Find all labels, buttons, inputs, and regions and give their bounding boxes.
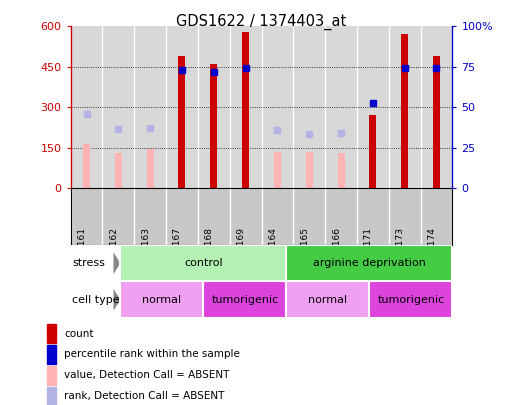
Polygon shape	[113, 252, 120, 274]
Bar	[433, 56, 440, 188]
Polygon shape	[113, 289, 120, 311]
Bar	[337, 153, 345, 188]
Bar	[287, 281, 369, 318]
Bar	[178, 56, 186, 188]
Bar	[47, 387, 56, 405]
Text: normal: normal	[309, 295, 347, 305]
Text: cell type: cell type	[72, 295, 120, 305]
Text: normal: normal	[142, 295, 181, 305]
Text: control: control	[184, 258, 223, 268]
Bar	[369, 281, 452, 318]
Bar	[47, 324, 56, 343]
Text: percentile rank within the sample: percentile rank within the sample	[64, 350, 240, 360]
Bar	[203, 281, 287, 318]
Bar	[306, 152, 313, 188]
Bar	[115, 153, 122, 188]
Text: stress: stress	[72, 258, 105, 268]
Bar	[242, 32, 249, 188]
Bar	[47, 345, 56, 364]
Bar	[287, 245, 452, 281]
Bar	[146, 149, 154, 188]
Bar	[47, 366, 56, 385]
Text: value, Detection Call = ABSENT: value, Detection Call = ABSENT	[64, 371, 230, 380]
Text: GDS1622 / 1374403_at: GDS1622 / 1374403_at	[176, 14, 347, 30]
Text: tumorigenic: tumorigenic	[211, 295, 279, 305]
Text: count: count	[64, 328, 94, 339]
Bar	[120, 245, 287, 281]
Bar	[210, 64, 217, 188]
Bar	[369, 115, 377, 188]
Text: arginine deprivation: arginine deprivation	[313, 258, 426, 268]
Bar	[274, 152, 281, 188]
Text: tumorigenic: tumorigenic	[377, 295, 445, 305]
Bar	[83, 144, 90, 188]
Text: rank, Detection Call = ABSENT: rank, Detection Call = ABSENT	[64, 391, 225, 401]
Bar	[120, 281, 203, 318]
Bar	[401, 34, 408, 188]
